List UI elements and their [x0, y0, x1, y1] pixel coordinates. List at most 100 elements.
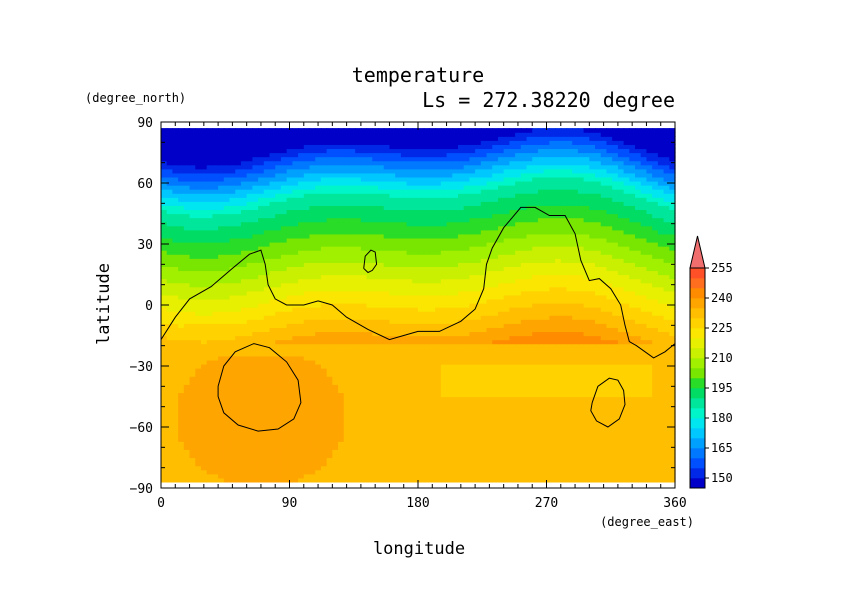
field-cell: [537, 355, 545, 361]
field-cell: [366, 412, 373, 418]
field-cell: [378, 339, 385, 345]
field-cell: [657, 416, 665, 422]
field-cell: [503, 290, 510, 296]
field-cell: [503, 343, 510, 349]
field-cell: [269, 412, 276, 418]
field-cell: [440, 408, 448, 414]
field-cell: [566, 429, 573, 434]
field-cell: [492, 416, 499, 422]
field-cell: [486, 404, 493, 410]
field-cell: [429, 351, 436, 357]
field-cell: [172, 392, 179, 398]
field-cell: [520, 372, 528, 377]
field-cell: [480, 351, 488, 357]
field-cell: [389, 262, 396, 267]
field-cell: [429, 404, 436, 410]
field-cell: [657, 302, 665, 308]
field-cell: [589, 461, 596, 467]
field-cell: [486, 262, 493, 267]
field-cell: [555, 331, 562, 337]
field-cell: [635, 412, 642, 418]
field-cell: [223, 465, 231, 471]
field-cell: [595, 307, 602, 312]
field-cell: [349, 396, 356, 402]
field-cell: [440, 368, 448, 373]
field-cell: [360, 368, 368, 373]
field-cell: [640, 449, 648, 455]
field-cell: [332, 477, 339, 483]
field-cell: [212, 433, 219, 438]
field-cell: [520, 339, 528, 345]
field-cell: [640, 477, 648, 483]
field-cell: [606, 347, 613, 353]
field-cell: [463, 457, 470, 463]
field-cell: [640, 412, 648, 418]
field-cell: [366, 441, 373, 446]
field-cell: [612, 376, 619, 381]
field-cell: [646, 258, 653, 263]
field-cell: [366, 384, 373, 389]
field-cell: [218, 258, 225, 263]
field-cell: [629, 282, 636, 288]
field-cell: [378, 335, 385, 341]
field-cell: [475, 343, 482, 349]
field-cell: [457, 445, 465, 450]
field-cell: [526, 323, 533, 328]
field-cell: [617, 376, 625, 381]
field-cell: [526, 274, 533, 280]
field-cell: [623, 388, 630, 394]
field-cell: [332, 400, 339, 406]
field-cell: [560, 262, 568, 267]
field-cell: [497, 368, 505, 373]
field-cell: [161, 433, 168, 438]
field-cell: [572, 347, 579, 353]
field-cell: [480, 339, 488, 345]
field-cell: [617, 388, 625, 394]
field-cell: [389, 400, 396, 406]
field-cell: [429, 437, 436, 442]
field-cell: [595, 331, 602, 337]
field-cell: [366, 315, 373, 320]
field-cell: [617, 457, 625, 463]
field-cell: [572, 392, 579, 398]
field-cell: [486, 335, 493, 341]
field-cell: [549, 437, 556, 442]
field-cell: [298, 368, 305, 373]
field-cell: [378, 461, 385, 467]
field-cell: [240, 254, 248, 259]
field-cell: [606, 392, 613, 398]
field-cell: [423, 351, 431, 357]
field-cell: [646, 347, 653, 353]
field-cell: [320, 416, 328, 422]
field-cell: [218, 270, 225, 276]
field-cell: [537, 368, 545, 373]
field-cell: [423, 461, 431, 467]
field-cell: [229, 465, 236, 471]
field-cell: [240, 290, 248, 296]
field-cell: [292, 457, 299, 463]
field-cell: [320, 424, 328, 430]
field-cell: [355, 388, 362, 394]
field-cell: [457, 441, 465, 446]
field-cell: [635, 380, 642, 385]
field-cell: [532, 307, 539, 312]
field-cell: [418, 266, 425, 272]
field-cell: [423, 477, 431, 483]
field-cell: [240, 457, 248, 463]
field-cell: [258, 388, 265, 394]
field-cell: [480, 278, 488, 284]
field-cell: [309, 404, 316, 410]
field-cell: [400, 339, 408, 345]
field-cell: [652, 429, 659, 434]
field-cell: [315, 453, 322, 459]
field-cell: [435, 400, 442, 406]
field-cell: [183, 355, 191, 361]
field-cell: [349, 404, 356, 410]
field-cell: [378, 420, 385, 426]
field-cell: [235, 286, 242, 292]
field-cell: [360, 429, 368, 434]
field-cell: [635, 262, 642, 267]
field-cell: [463, 368, 470, 373]
field-cell: [537, 258, 545, 263]
field-cell: [463, 441, 470, 446]
